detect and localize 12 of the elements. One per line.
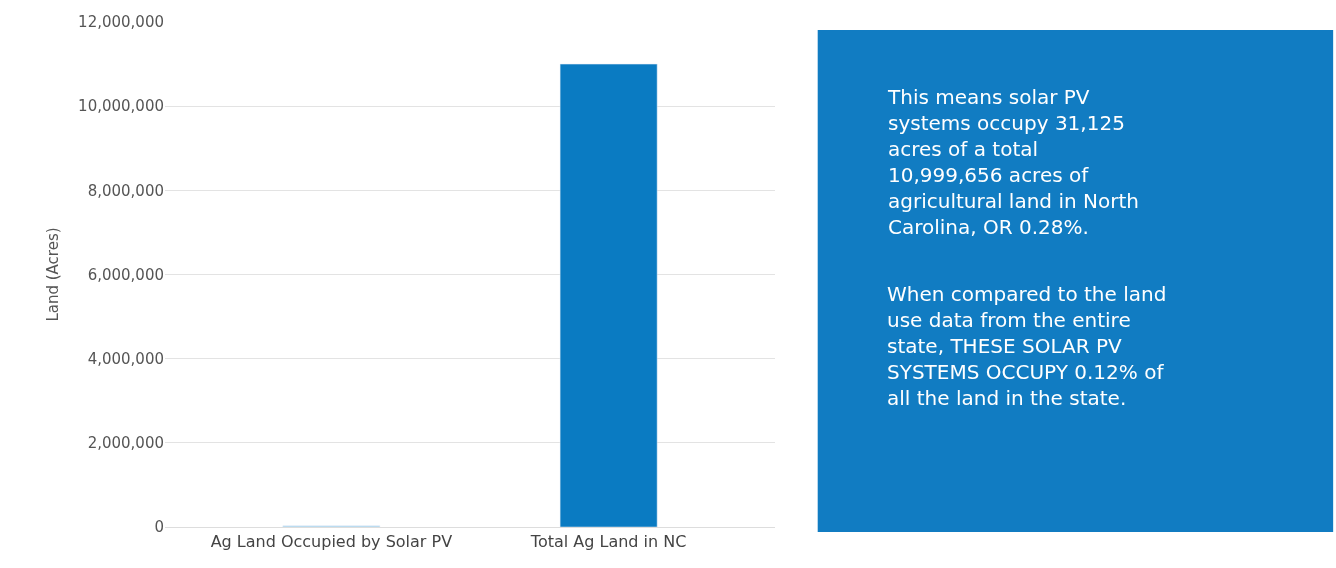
- y-axis-title: Land (Acres): [44, 227, 63, 322]
- y-tick-label: 0: [154, 518, 164, 537]
- y-tick-label: 8,000,000: [87, 181, 164, 200]
- x-tick-label: Ag Land Occupied by Solar PV: [210, 532, 453, 552]
- y-tick-label: 2,000,000: [87, 434, 164, 453]
- y-tick-label: 6,000,000: [87, 265, 164, 284]
- y-tick-label: 12,000,000: [78, 13, 164, 32]
- y-tick-label: 10,000,000: [78, 97, 164, 116]
- x-tick-label: Total Ag Land in NC: [529, 532, 687, 552]
- text: This means solar PV systems occupy 31,125 acres of a total 10,999,656 acres of agricultural land in North Carolina, OR 0.28%.: [887, 85, 1139, 239]
- text: When compared to the land use data from the entire state, THESE SOLAR PV SYSTEMS OCCUPY 0.12% of all the land in the state.: [887, 282, 1167, 410]
- y-tick-label: 4,000,000: [87, 349, 164, 368]
